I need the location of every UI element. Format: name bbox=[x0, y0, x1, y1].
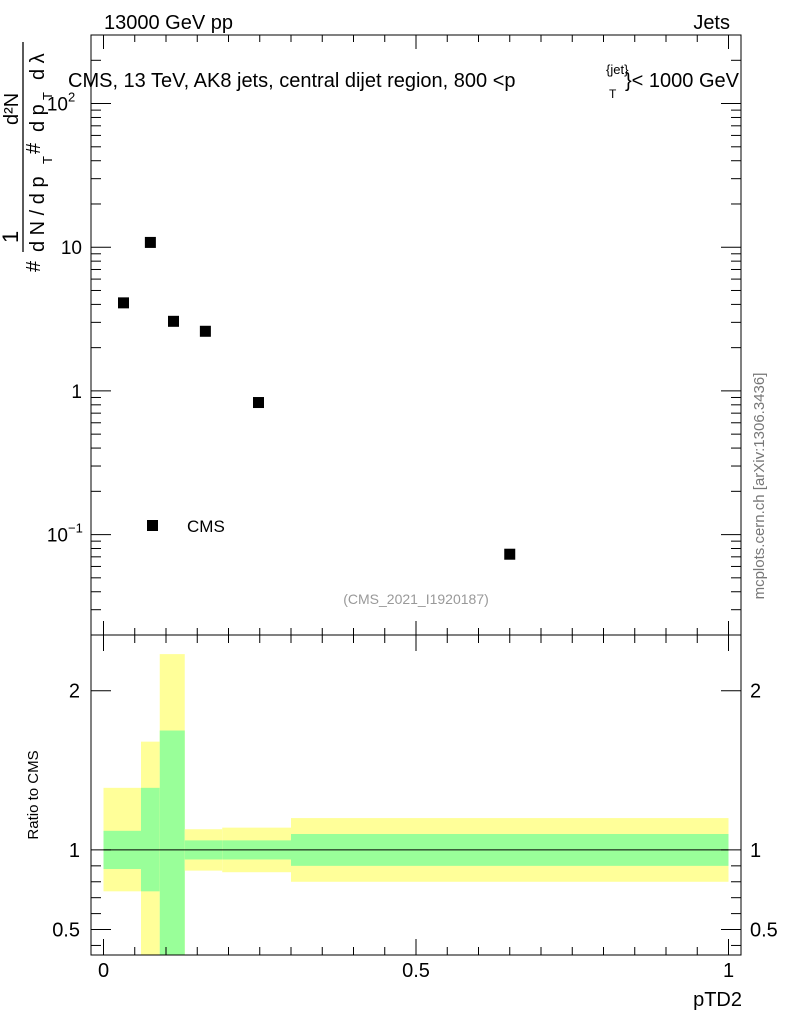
y-label-dlambda: d λ bbox=[27, 53, 49, 80]
plot-title-subscript: T bbox=[609, 87, 617, 101]
ratio-y-tick-label-left: 0.5 bbox=[52, 920, 80, 942]
x-axis-label: pTD2 bbox=[693, 989, 742, 1011]
ratio-band-inner-2 bbox=[159, 730, 185, 955]
y-label-sub-t2: T bbox=[40, 92, 55, 100]
energy-label: 13000 GeV pp bbox=[104, 12, 233, 34]
main-frame bbox=[90, 34, 742, 636]
y-label-hash-2: # bbox=[23, 142, 45, 154]
data-point-0 bbox=[118, 297, 129, 309]
data-point-3 bbox=[199, 325, 211, 337]
ratio-y-tick-label-right: 2 bbox=[750, 681, 761, 703]
plot-title: CMS, 13 TeV, AK8 jets, central dijet reg… bbox=[68, 70, 516, 92]
ratio-y-tick-label-left: 2 bbox=[69, 681, 80, 703]
plot-title-prefix: CMS, 13 TeV, AK8 jets, central dijet reg… bbox=[68, 70, 516, 92]
y-label-dpt: d p bbox=[27, 104, 49, 132]
data-point-1 bbox=[144, 236, 156, 248]
main-y-tick-exponent: −1 bbox=[68, 521, 83, 536]
main-y-tick-label: 10 bbox=[61, 238, 82, 259]
ratio-y-tick-label-right: 1 bbox=[750, 840, 761, 862]
main-y-tick-exponent: 2 bbox=[68, 90, 75, 105]
y-label-hash-1: # bbox=[23, 260, 45, 272]
plot-title-suffix: }< 1000 GeV bbox=[625, 70, 740, 92]
data-point-5 bbox=[504, 548, 516, 560]
y-label-d2n: d²N bbox=[1, 93, 23, 125]
ratio-y-tick-label-left: 1 bbox=[69, 840, 80, 862]
y-label-one: 1 bbox=[0, 231, 23, 243]
ratio-band-inner-1 bbox=[141, 787, 160, 892]
legend-marker bbox=[147, 520, 158, 531]
analysis-id: (CMS_2021_I1920187) bbox=[343, 591, 489, 607]
legend-label: CMS bbox=[187, 517, 225, 536]
x-tick-label: 0.5 bbox=[402, 960, 430, 982]
ratio-frame bbox=[90, 634, 742, 956]
y-label-dn-dp: d N / d p bbox=[27, 176, 49, 252]
main-y-axis-label: # 1 d N / d p T # d²N d p T d λ bbox=[0, 42, 55, 272]
ratio-ticks: 0.5 0.5 1 1 2 2 0 0.5 1 bbox=[52, 635, 778, 982]
main-y-tick-label: 1 bbox=[71, 382, 82, 403]
main-y-tick-label: 10 bbox=[47, 95, 68, 116]
plot-title-superscript: {jet} bbox=[606, 62, 629, 77]
main-data-points bbox=[118, 236, 516, 560]
ratio-panel: 0.5 0.5 1 1 2 2 0 0.5 1 bbox=[52, 634, 778, 982]
data-point-4 bbox=[253, 397, 264, 409]
y-label-sub-t1: T bbox=[40, 156, 55, 164]
ratio-y-tick-label-right: 0.5 bbox=[750, 920, 778, 942]
data-point-2 bbox=[168, 315, 179, 327]
main-y-tick-label: 10 bbox=[47, 526, 68, 547]
side-source-label: mcplots.cern.ch [arXiv:1306.3436] bbox=[751, 373, 768, 600]
category-label: Jets bbox=[693, 12, 730, 34]
ratio-bands bbox=[103, 654, 729, 955]
ratio-y-axis-label: Ratio to CMS bbox=[25, 750, 42, 839]
x-tick-label: 0 bbox=[98, 960, 109, 982]
x-tick-label: 1 bbox=[723, 960, 734, 982]
